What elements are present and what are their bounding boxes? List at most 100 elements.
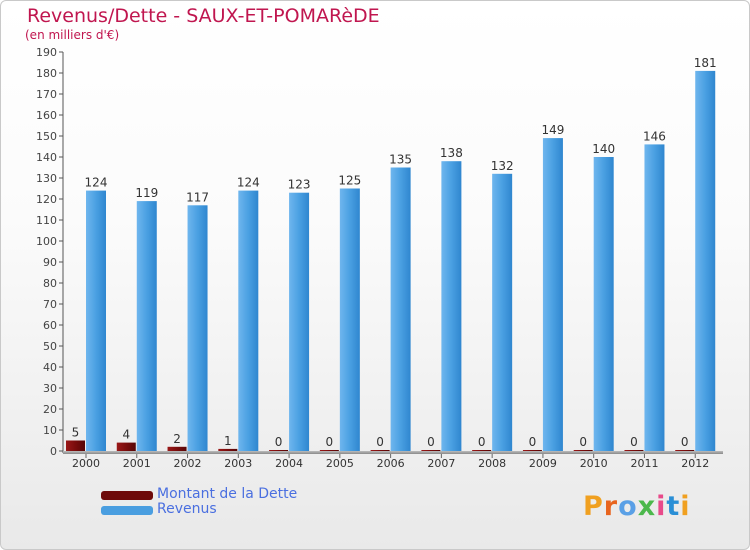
revenue-bar	[289, 192, 310, 451]
revenue-bar	[441, 161, 462, 451]
y-tick-label: 160	[36, 109, 57, 122]
debt-value-label: 1	[224, 434, 232, 448]
revenue-bar	[593, 157, 614, 451]
debt-value-label: 4	[122, 428, 130, 442]
debt-value-label: 0	[376, 435, 384, 449]
debt-bar	[370, 450, 390, 451]
chart-title: Revenus/Dette - SAUX-ET-POMARèDE	[27, 5, 380, 27]
logo-letter: i	[656, 491, 667, 522]
debt-value-label: 0	[275, 435, 283, 449]
debt-bar	[66, 440, 85, 451]
x-tick-label: 2007	[427, 457, 455, 470]
y-tick-label: 0	[50, 445, 57, 458]
x-tick-label: 2003	[224, 457, 252, 470]
revenue-value-label: 138	[440, 146, 463, 160]
chart-subtitle: (en milliers d'€)	[25, 28, 120, 42]
revenue-value-label: 132	[491, 159, 514, 173]
debt-value-label: 0	[326, 435, 334, 449]
y-tick-label: 180	[36, 67, 57, 80]
y-tick-label: 150	[36, 130, 57, 143]
legend-swatch-revenus	[101, 506, 153, 515]
y-tick-label: 10	[43, 424, 57, 437]
x-tick-label: 2010	[580, 457, 608, 470]
logo-letter: i	[680, 491, 691, 522]
logo-letter: t	[666, 491, 681, 522]
proxiti-logo: Proxiti	[583, 491, 691, 522]
logo-letter: x	[637, 491, 657, 522]
legend-label-debt: Montant de la Dette	[157, 486, 298, 502]
revenue-value-label: 140	[592, 142, 615, 156]
debt-value-label: 0	[478, 435, 486, 449]
revenue-value-label: 117	[186, 190, 209, 204]
revenue-bar	[136, 201, 157, 451]
revenue-bar	[86, 190, 106, 451]
y-tick-label: 110	[36, 214, 57, 227]
y-tick-label: 140	[36, 151, 57, 164]
debt-value-label: 0	[427, 435, 435, 449]
y-tick-label: 170	[36, 88, 57, 101]
logo-letter: r	[603, 491, 619, 522]
revenue-bar	[339, 188, 360, 451]
debt-bar	[472, 450, 492, 451]
revenue-value-label: 149	[541, 123, 564, 137]
debt-bar	[167, 446, 187, 451]
legend-label-revenus: Revenus	[157, 501, 217, 517]
debt-bar	[269, 450, 289, 451]
y-tick-label: 90	[43, 256, 57, 269]
y-tick-label: 120	[36, 193, 57, 206]
revenue-bar	[187, 205, 208, 451]
revenue-value-label: 124	[85, 176, 108, 190]
debt-value-label: 0	[630, 435, 638, 449]
revenue-value-label: 181	[694, 56, 717, 70]
debt-bar	[675, 450, 695, 451]
revenue-value-label: 146	[643, 129, 666, 143]
y-tick-label: 20	[43, 403, 57, 416]
y-tick-label: 190	[36, 46, 57, 59]
revenue-bar	[492, 173, 513, 452]
revenue-value-label: 123	[288, 178, 311, 192]
revenue-value-label: 124	[237, 176, 260, 190]
x-axis-base	[63, 451, 723, 454]
x-tick-label: 2004	[275, 457, 303, 470]
revenue-bar	[390, 167, 411, 451]
x-tick-label: 2002	[174, 457, 202, 470]
y-tick-label: 130	[36, 172, 57, 185]
debt-bar	[116, 442, 136, 451]
x-tick-label: 2000	[72, 457, 100, 470]
y-tick-label: 100	[36, 235, 57, 248]
revenue-value-label: 125	[338, 174, 361, 188]
x-tick-label: 2006	[377, 457, 405, 470]
debt-bar	[624, 450, 644, 451]
logo-letter: o	[618, 491, 638, 522]
debt-value-label: 2	[173, 432, 181, 446]
y-tick-label: 50	[43, 340, 57, 353]
debt-bar	[573, 450, 593, 451]
x-tick-label: 2009	[529, 457, 557, 470]
debt-bar	[319, 450, 339, 451]
debt-value-label: 5	[72, 426, 80, 440]
x-tick-label: 2005	[326, 457, 354, 470]
debt-bar	[421, 450, 441, 451]
x-tick-label: 2008	[478, 457, 506, 470]
y-tick-label: 30	[43, 382, 57, 395]
x-tick-label: 2001	[123, 457, 151, 470]
revenue-value-label: 135	[389, 153, 412, 167]
debt-value-label: 0	[529, 435, 537, 449]
revenue-bar	[542, 138, 563, 451]
x-tick-label: 2012	[681, 457, 709, 470]
debt-value-label: 0	[681, 435, 689, 449]
legend-swatch-debt	[101, 491, 153, 500]
debt-value-label: 0	[579, 435, 587, 449]
y-tick-label: 40	[43, 361, 57, 374]
y-tick-label: 60	[43, 319, 57, 332]
revenue-bar	[238, 190, 259, 451]
y-tick-label: 70	[43, 298, 57, 311]
debt-bar	[218, 448, 238, 451]
logo-letter: P	[583, 491, 604, 522]
y-tick-label: 80	[43, 277, 57, 290]
revenue-bar	[695, 70, 716, 452]
x-tick-label: 2011	[630, 457, 658, 470]
debt-bar	[522, 450, 542, 451]
